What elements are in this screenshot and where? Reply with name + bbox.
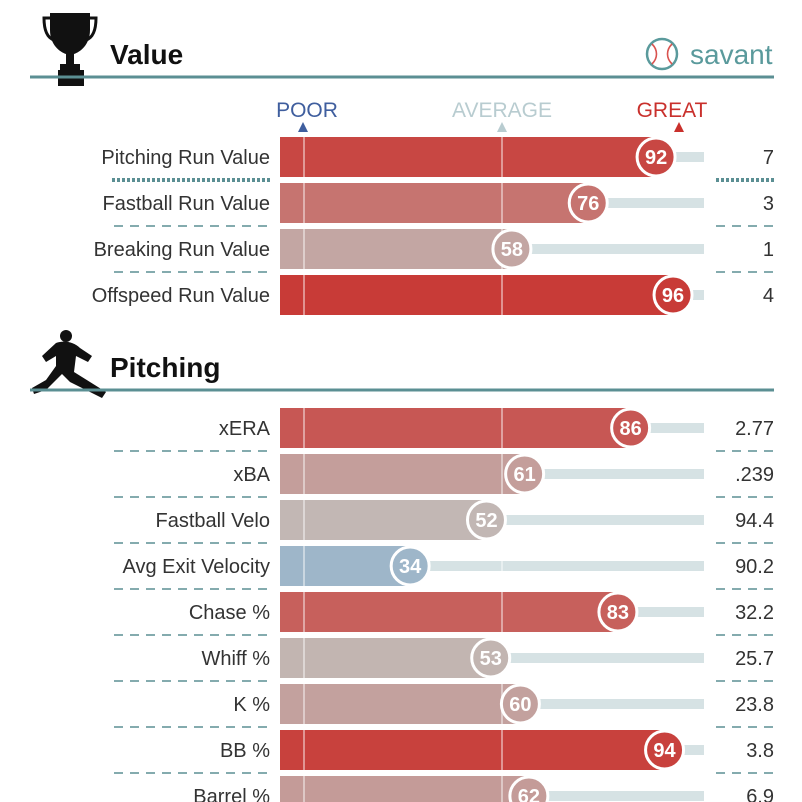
percentile-bubble — [499, 683, 541, 725]
percentile-bubble — [567, 182, 609, 224]
pitching-rows: 86 xERA 2.77 61 xBA .239 52 Fastball Velo 94.4 34… — [114, 407, 774, 802]
percentile-bubble — [652, 274, 694, 316]
percentile-label: 94 — [653, 740, 676, 762]
percentile-bubble — [610, 407, 652, 449]
percentile-bubble — [389, 545, 431, 587]
percentile-label: 86 — [620, 418, 642, 440]
percentile-bubble — [491, 228, 533, 270]
metric-value: 7 — [763, 147, 774, 169]
percentile-bar — [280, 546, 411, 586]
metric-label: Whiff % — [201, 648, 270, 670]
value-section-header: Value savant — [30, 13, 774, 86]
baseball-icon — [645, 37, 679, 71]
scale-legend: POOR AVERAGE GREAT — [276, 99, 708, 132]
metric-value: 94.4 — [735, 510, 774, 532]
percentile-bar — [280, 500, 487, 540]
percentile-bubble — [508, 775, 550, 802]
metric-row: 60 K % 23.8 — [114, 683, 774, 728]
great-marker-icon — [674, 122, 684, 132]
percentile-bar — [280, 408, 631, 448]
average-marker-icon — [497, 122, 507, 132]
metric-value: 3.8 — [746, 740, 774, 762]
metric-value: 2.77 — [735, 418, 774, 440]
percentile-bar — [280, 638, 491, 678]
trophy-icon — [42, 13, 98, 86]
metric-row: 34 Avg Exit Velocity 90.2 — [114, 545, 774, 590]
metric-row: 53 Whiff % 25.7 — [114, 637, 774, 682]
metric-label: Fastball Run Value — [103, 193, 271, 215]
metric-value: 32.2 — [735, 602, 774, 624]
metric-value: 4 — [763, 285, 774, 307]
metric-value: 6.9 — [746, 786, 774, 802]
percentile-label: 92 — [645, 147, 667, 169]
percentile-bar — [280, 730, 665, 770]
metric-label: Breaking Run Value — [94, 239, 270, 261]
metric-row: 52 Fastball Velo 94.4 — [114, 499, 774, 544]
percentile-bar — [280, 137, 657, 177]
metric-label: Pitching Run Value — [101, 147, 270, 169]
pitcher-icon — [32, 330, 106, 398]
percentile-bar — [280, 275, 674, 315]
metric-label: K % — [233, 694, 270, 716]
percentile-label: 53 — [480, 648, 502, 670]
scale-average-label: AVERAGE — [452, 99, 552, 122]
metric-row: 62 Barrel % 6.9 — [193, 775, 774, 802]
metric-label: xERA — [219, 418, 271, 440]
metric-label: Offspeed Run Value — [92, 285, 270, 307]
savant-brand-text: savant — [690, 39, 773, 70]
metric-value: 1 — [763, 239, 774, 261]
metric-label: Chase % — [189, 602, 270, 624]
pitching-section-title: Pitching — [110, 352, 220, 383]
metric-row: 94 BB % 3.8 — [114, 729, 774, 774]
metric-row: 96 Offspeed Run Value 4 — [92, 274, 774, 316]
percentile-label: 52 — [475, 510, 497, 532]
percentile-label: 60 — [509, 694, 531, 716]
metric-value: 25.7 — [735, 648, 774, 670]
percentile-label: 58 — [501, 239, 523, 261]
metric-value: .239 — [735, 464, 774, 486]
metric-label: Barrel % — [193, 786, 270, 802]
metric-label: BB % — [220, 740, 270, 762]
percentile-bubble — [644, 729, 686, 771]
metric-row: 76 Fastball Run Value 3 — [103, 182, 774, 227]
percentile-label: 76 — [577, 193, 599, 215]
percentile-label: 61 — [514, 464, 536, 486]
metric-label: Avg Exit Velocity — [123, 556, 270, 578]
percentile-bubble — [597, 591, 639, 633]
metric-value: 90.2 — [735, 556, 774, 578]
metric-row: 92 Pitching Run Value 7 — [101, 136, 774, 182]
percentile-bar — [280, 592, 618, 632]
percentile-label: 62 — [518, 786, 540, 802]
percentile-label: 83 — [607, 602, 629, 624]
percentile-bubble — [635, 136, 677, 178]
metric-label: Fastball Velo — [155, 510, 270, 532]
poor-marker-icon — [298, 122, 308, 132]
metric-row: 86 xERA 2.77 — [114, 407, 774, 452]
percentile-bar — [280, 454, 525, 494]
value-rows: 92 Pitching Run Value 7 76 Fastball Run Valu… — [92, 136, 774, 316]
pitching-section-header: Pitching — [30, 330, 774, 398]
percentile-bubble — [465, 499, 507, 541]
metric-row: 83 Chase % 32.2 — [114, 591, 774, 636]
bar-track — [280, 561, 704, 571]
metric-row: 58 Breaking Run Value 1 — [94, 228, 774, 273]
scale-great-label: GREAT — [637, 99, 708, 122]
metric-value: 23.8 — [735, 694, 774, 716]
savant-logo: savant — [645, 37, 773, 71]
value-section-title: Value — [110, 39, 183, 70]
percentile-label: 96 — [662, 285, 684, 307]
percentile-bubble — [504, 453, 546, 495]
percentile-bubble — [470, 637, 512, 679]
percentile-bar — [280, 229, 512, 269]
percentile-bar — [280, 776, 529, 802]
percentile-bar — [280, 684, 521, 724]
metric-row: 61 xBA .239 — [114, 453, 774, 498]
percentile-label: 34 — [399, 556, 422, 578]
scale-poor-label: POOR — [276, 99, 338, 122]
percentile-bar — [280, 183, 589, 223]
metric-value: 3 — [763, 193, 774, 215]
metric-label: xBA — [233, 464, 270, 486]
